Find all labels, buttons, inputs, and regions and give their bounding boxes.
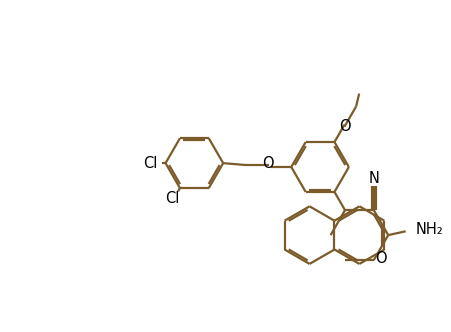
Text: Cl: Cl: [143, 156, 157, 171]
Text: O: O: [339, 119, 350, 134]
Text: O: O: [262, 156, 274, 171]
Text: N: N: [368, 171, 379, 186]
Text: NH₂: NH₂: [415, 222, 443, 237]
Text: O: O: [375, 251, 387, 266]
Text: Cl: Cl: [165, 191, 179, 206]
